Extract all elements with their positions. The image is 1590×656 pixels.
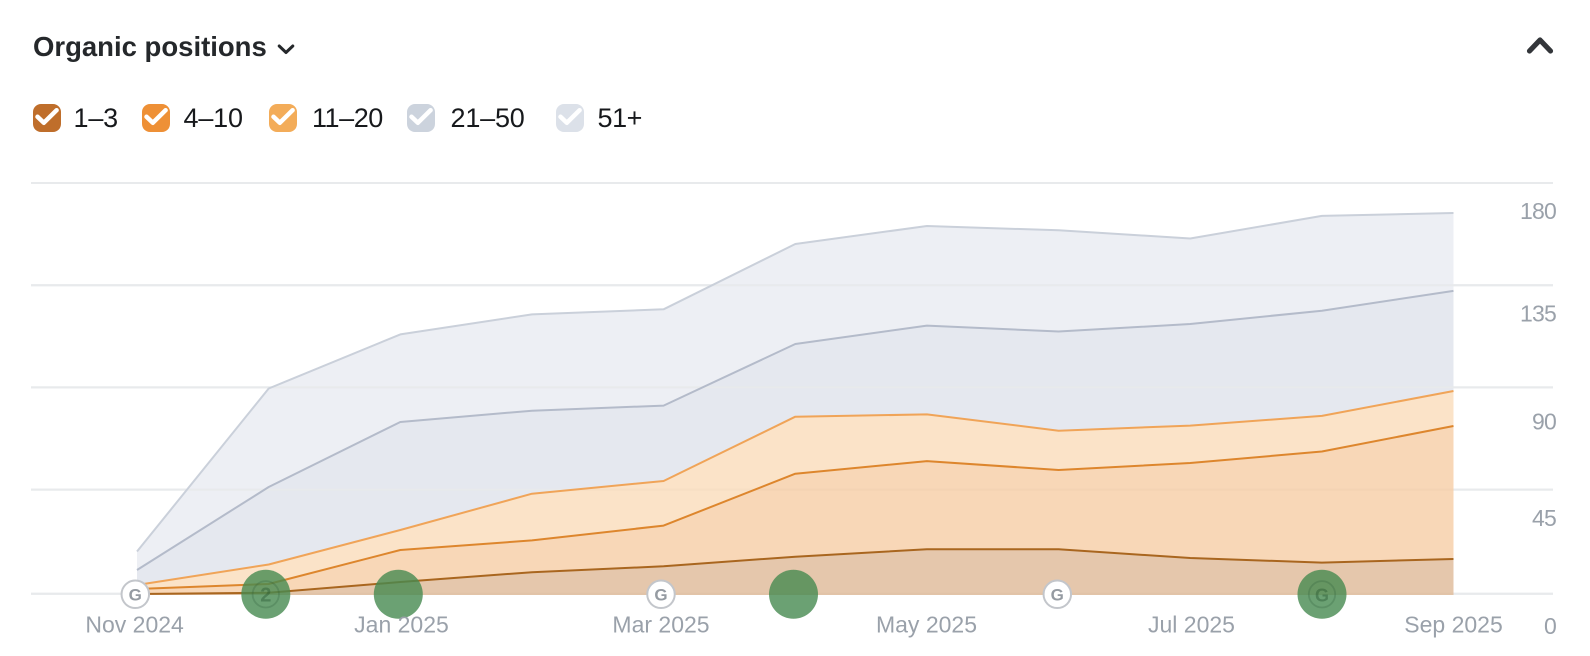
svg-text:90: 90 bbox=[1532, 409, 1556, 435]
svg-text:45: 45 bbox=[1532, 505, 1556, 531]
svg-text:2: 2 bbox=[260, 584, 271, 606]
svg-text:Jul 2025: Jul 2025 bbox=[1148, 612, 1235, 638]
svg-text:Mar 2025: Mar 2025 bbox=[612, 612, 709, 638]
svg-text:G: G bbox=[1051, 586, 1064, 605]
svg-text:Sep 2025: Sep 2025 bbox=[1404, 612, 1502, 638]
svg-text:May 2025: May 2025 bbox=[876, 612, 977, 638]
svg-text:135: 135 bbox=[1520, 301, 1556, 327]
svg-text:Nov 2024: Nov 2024 bbox=[85, 612, 184, 638]
svg-text:180: 180 bbox=[1520, 198, 1556, 224]
svg-text:Jan 2025: Jan 2025 bbox=[354, 612, 449, 638]
svg-text:G: G bbox=[654, 586, 667, 605]
svg-text:G: G bbox=[129, 586, 142, 605]
svg-text:0: 0 bbox=[1544, 613, 1556, 639]
svg-text:G: G bbox=[1315, 585, 1329, 605]
